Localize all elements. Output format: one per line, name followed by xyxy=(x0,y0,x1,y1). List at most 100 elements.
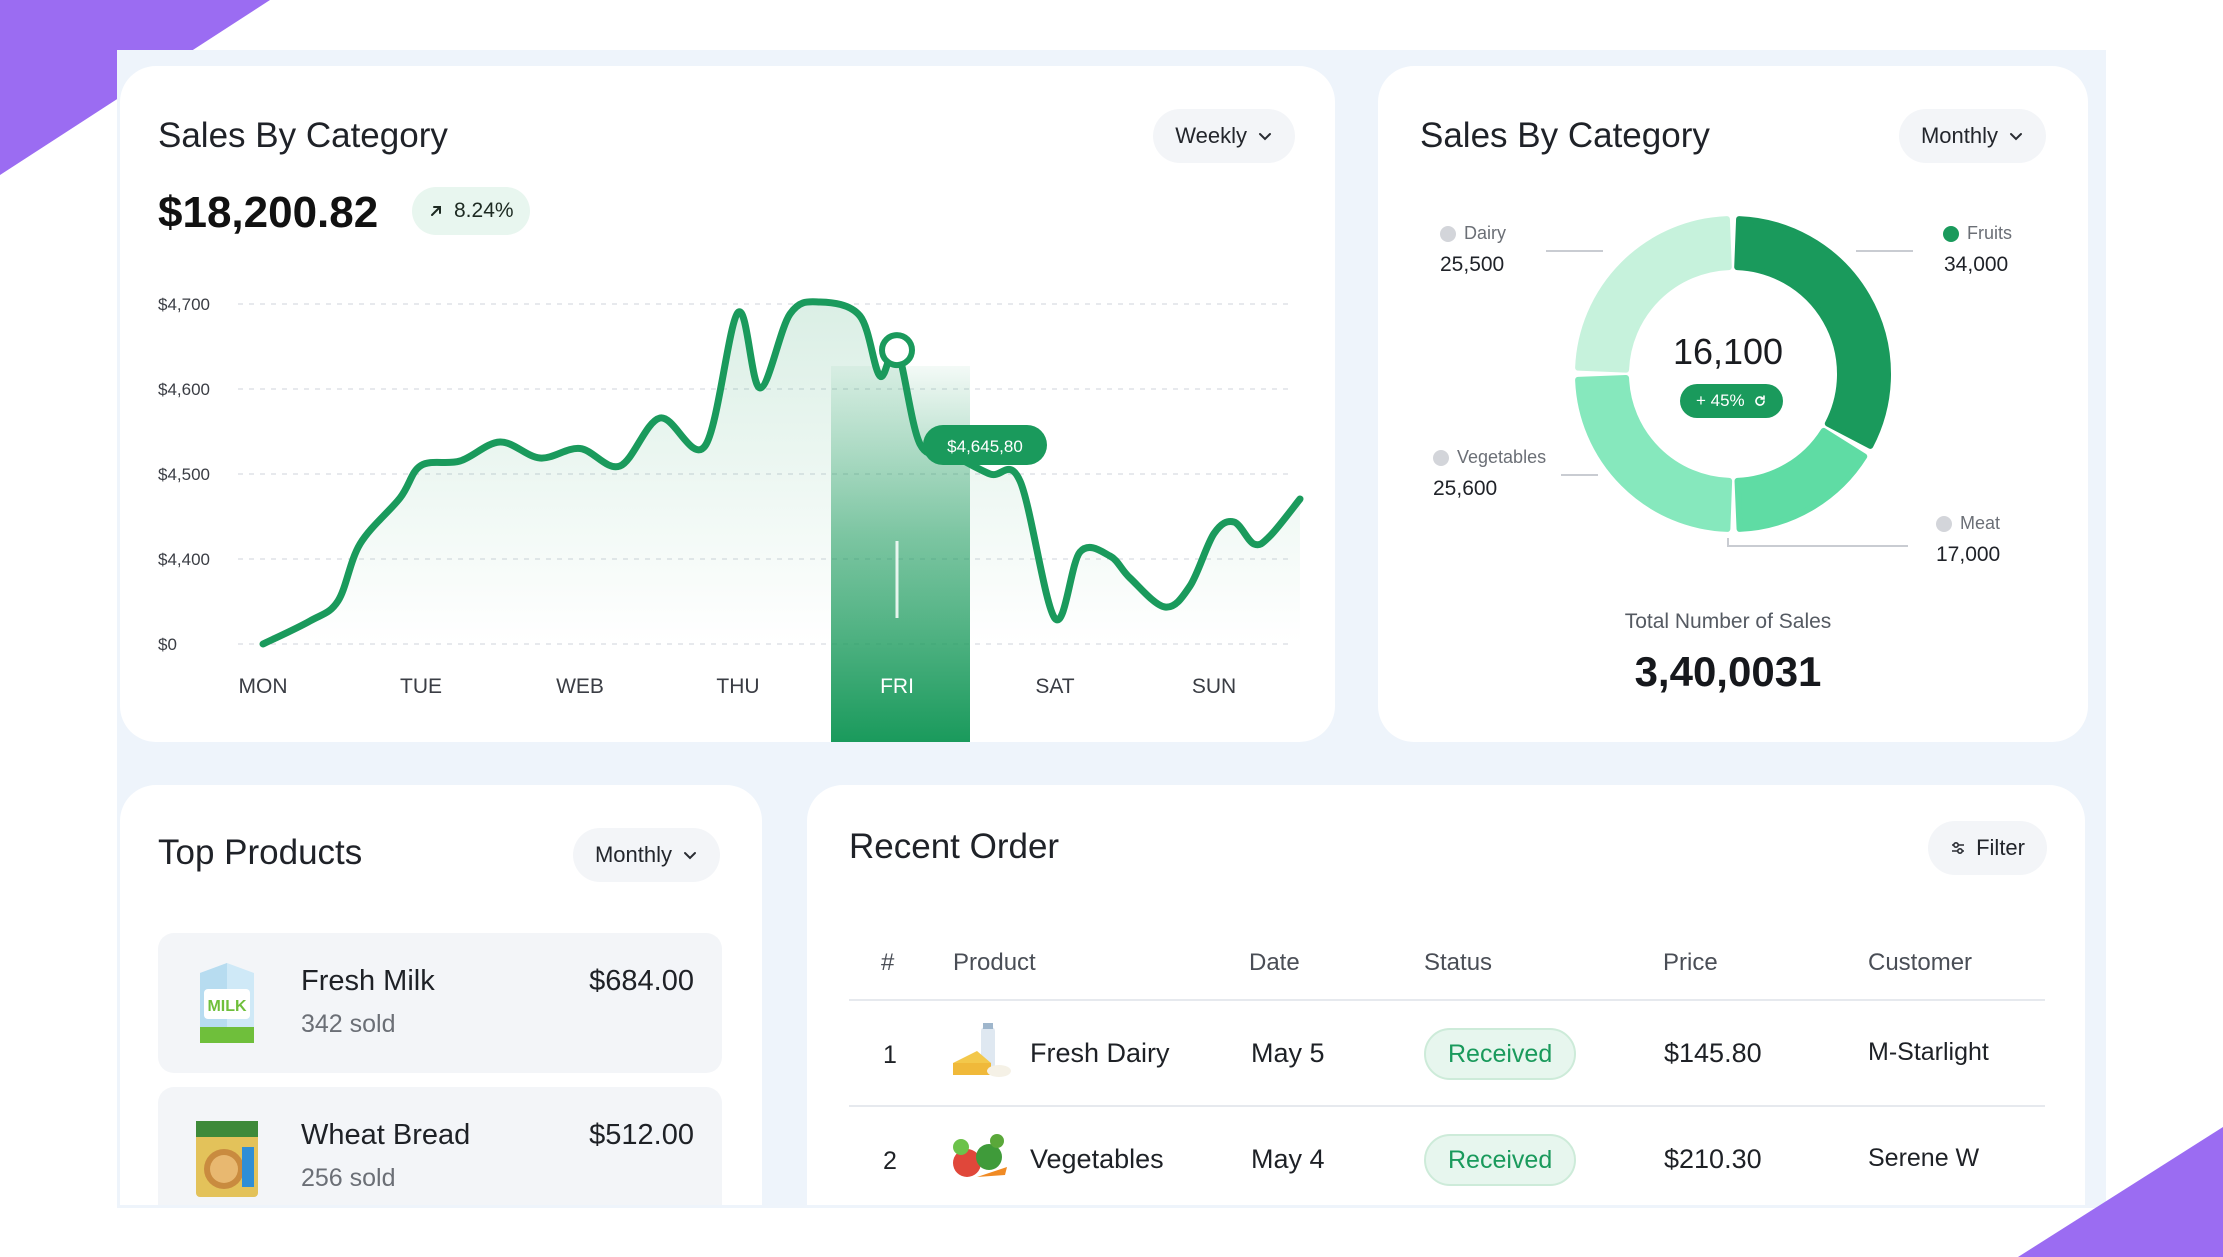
legend-value-meat: 17,000 xyxy=(1936,543,2001,566)
order-price: $210.30 xyxy=(1664,1144,1762,1174)
x-tick-label: SAT xyxy=(1035,675,1074,698)
order-product: Fresh Dairy xyxy=(1030,1038,1170,1068)
x-tick-label: WEB xyxy=(556,675,604,698)
donut-change-value: + 45% xyxy=(1696,391,1745,410)
donut-change-badge: + 45% xyxy=(1680,384,1783,418)
svg-text:MILK: MILK xyxy=(207,998,247,1015)
product-price: $512.00 xyxy=(589,1119,694,1151)
column-header-customer: Customer xyxy=(1868,949,1973,976)
order-date: May 4 xyxy=(1251,1144,1325,1174)
x-tick-label: MON xyxy=(239,675,288,698)
x-tick-label: FRI xyxy=(880,675,914,698)
filter-button[interactable]: Filter xyxy=(1928,821,2047,875)
order-product: Vegetables xyxy=(1030,1144,1164,1174)
trend-badge: 8.24% xyxy=(412,187,530,235)
tooltip-value: $4,645,80 xyxy=(947,437,1023,456)
chevron-down-icon xyxy=(1259,133,1271,141)
vegetables-icon xyxy=(953,1134,1007,1177)
chart-tooltip: $4,645,80 xyxy=(923,425,1047,465)
period-select-monthly[interactable]: Monthly xyxy=(572,828,720,882)
period-select-label: Monthly xyxy=(1920,123,1998,148)
period-select-weekly[interactable]: Weekly xyxy=(1153,109,1295,163)
legend-value-dairy: 25,500 xyxy=(1440,253,1505,276)
chevron-down-icon xyxy=(684,852,696,860)
y-tick-label: $4,600 xyxy=(158,380,210,399)
sales-line-title: Sales By Category xyxy=(158,116,448,155)
status-badge: Received xyxy=(1424,1134,1577,1186)
y-tick-label: $4,700 xyxy=(158,295,210,314)
total-sales-value: 3,40,0031 xyxy=(1634,648,1822,695)
chart-series-line xyxy=(259,298,1304,648)
legend-dairy: Dairy xyxy=(1440,223,1506,244)
donut-slice-vegetables[interactable] xyxy=(1575,375,1733,532)
sliders-icon xyxy=(1952,841,1965,855)
column-header-status: Status xyxy=(1424,949,1493,976)
product-name: Fresh Milk xyxy=(301,965,435,997)
legend-vegetables: Vegetables xyxy=(1433,447,1546,468)
product-item-wheat-bread[interactable]: Wheat Bread 256 sold $512.00 xyxy=(158,1087,722,1205)
legend-label-dairy: Dairy xyxy=(1464,223,1507,243)
legend-label-fruits: Fruits xyxy=(1967,223,2012,243)
order-customer: Serene W xyxy=(1868,1144,1980,1172)
legend-dot-meat xyxy=(1936,515,1952,532)
sales-line-card: $0 $4,400 $4,500 $4,600 $4,700 $4,645,80 MON… xyxy=(120,66,1335,742)
legend-value-vegetables: 25,600 xyxy=(1433,477,1498,500)
legend-fruits: Fruits xyxy=(1943,223,2012,244)
column-header-product: Product xyxy=(953,949,1036,976)
recent-orders-card: Recent Order Filter # Product Date Statu… xyxy=(807,785,2085,1205)
legend-dot-vegetables xyxy=(1433,449,1449,466)
order-number: 1 xyxy=(883,1041,897,1069)
sales-total-amount: $18,200.82 xyxy=(158,188,379,237)
legend-connectors xyxy=(1546,250,1913,547)
donut-slice-meat[interactable] xyxy=(1734,427,1868,532)
order-number: 2 xyxy=(883,1147,897,1175)
order-price: $145.80 xyxy=(1664,1038,1762,1068)
corner-decoration-bottom-right xyxy=(2018,1127,2223,1257)
top-products-card: Top Products Monthly MILK Fresh Milk 342… xyxy=(120,785,762,1205)
filter-label: Filter xyxy=(1976,835,2025,860)
donut-center-value: 16,100 xyxy=(1672,331,1784,372)
bread-box-icon xyxy=(196,1121,258,1197)
period-select-label: Monthly xyxy=(594,842,672,867)
donut-slice-fruits[interactable] xyxy=(1734,216,1891,449)
arrow-up-right-icon xyxy=(431,206,441,216)
trend-value: 8.24% xyxy=(454,199,514,222)
chart-area-fill xyxy=(263,301,1300,644)
total-sales-label: Total Number of Sales xyxy=(1624,610,1832,633)
top-products-title: Top Products xyxy=(158,833,363,872)
order-customer: M-Starlight xyxy=(1868,1038,1989,1066)
status-badge: Received xyxy=(1424,1028,1577,1080)
recent-orders-title: Recent Order xyxy=(849,827,1060,866)
order-date: May 5 xyxy=(1251,1038,1325,1068)
period-select-label: Weekly xyxy=(1175,123,1247,148)
legend-dot-fruits xyxy=(1943,225,1959,242)
chart-x-ticks: MON TUE WEB THU FRI SAT SUN xyxy=(239,675,1237,698)
legend-value-fruits: 34,000 xyxy=(1944,253,2009,276)
dairy-products-icon xyxy=(953,1023,1011,1077)
y-tick-label: $0 xyxy=(158,635,177,654)
product-item-fresh-milk[interactable]: MILK Fresh Milk 342 sold $684.00 xyxy=(158,933,722,1073)
period-select-monthly[interactable]: Monthly xyxy=(1898,109,2046,163)
chart-focus-point[interactable] xyxy=(879,332,915,369)
product-name: Wheat Bread xyxy=(301,1119,471,1151)
x-tick-label: SUN xyxy=(1192,675,1236,698)
column-header-number: # xyxy=(881,949,895,976)
milk-carton-icon: MILK xyxy=(200,963,254,1043)
legend-label-vegetables: Vegetables xyxy=(1457,447,1547,467)
y-tick-label: $4,400 xyxy=(158,550,210,569)
x-tick-label: THU xyxy=(716,675,759,698)
y-tick-label: $4,500 xyxy=(158,465,210,484)
legend-dot-dairy xyxy=(1440,225,1456,242)
column-header-price: Price xyxy=(1663,949,1718,976)
legend-meat: Meat xyxy=(1936,513,2000,534)
chart-y-ticks: $0 $4,400 $4,500 $4,600 $4,700 xyxy=(158,295,210,654)
chevron-down-icon xyxy=(2010,133,2022,141)
donut-slice-dairy[interactable] xyxy=(1575,216,1732,373)
donut-chart xyxy=(1546,216,1913,547)
x-tick-label: TUE xyxy=(400,675,442,698)
sales-line-chart: $0 $4,400 $4,500 $4,600 $4,700 $4,645,80 MON… xyxy=(158,295,1304,742)
legend-label-meat: Meat xyxy=(1960,513,2001,533)
product-sold: 342 sold xyxy=(301,1010,396,1038)
sales-donut-title: Sales By Category xyxy=(1420,116,1710,155)
column-header-date: Date xyxy=(1249,949,1300,976)
